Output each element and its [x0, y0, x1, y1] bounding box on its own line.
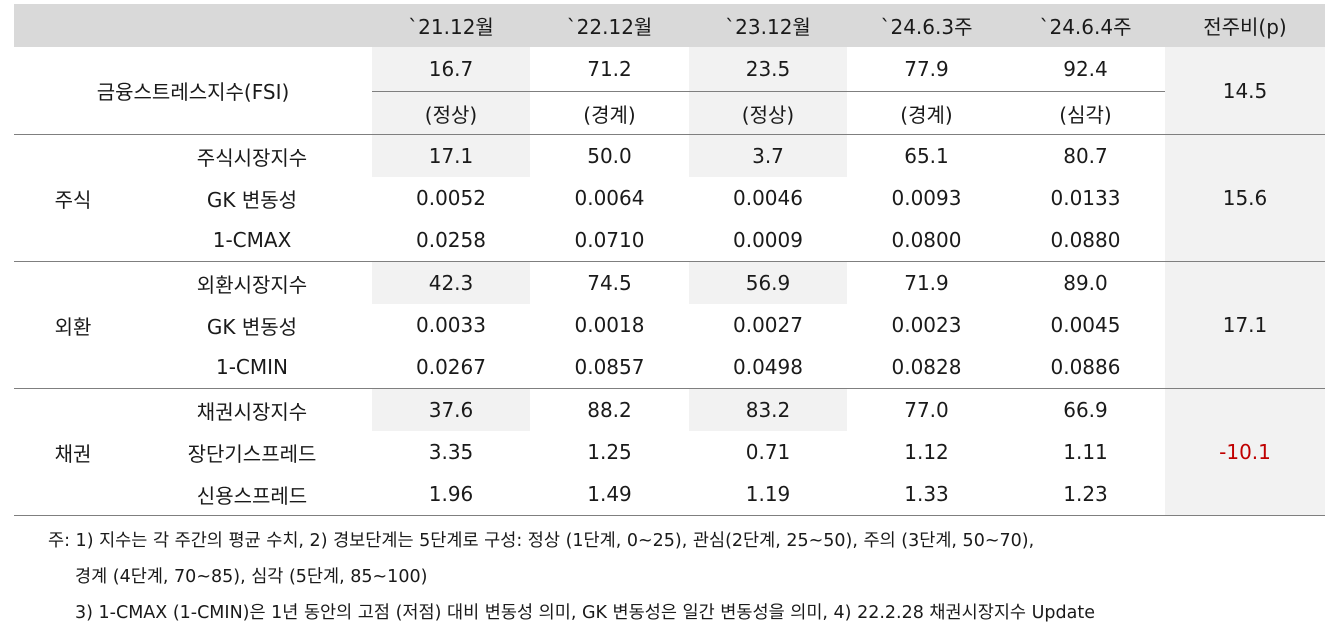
- table-cell: 0.0828: [847, 346, 1006, 389]
- stock-row-1: 주식 주식시장지수 17.1 50.0 3.7 65.1 80.7 15.6: [14, 134, 1325, 262]
- header-period: `23.12월: [689, 4, 847, 47]
- table-cell: 0.0027: [733, 313, 803, 337]
- fsi-value: 77.9: [847, 47, 1006, 92]
- table-cell: 83.2: [689, 388, 847, 431]
- table-cell: 17.1: [372, 134, 530, 177]
- stock-row-2: GK 변동성 0.0052 0.0064 0.0046 0.0093 0.013…: [14, 177, 1325, 219]
- table-cell: 42.3: [372, 261, 530, 304]
- table-cell: 1.12: [904, 440, 949, 464]
- bond-row-2: 장단기스프레드 3.35 1.25 0.71 1.12 1.11: [14, 431, 1325, 473]
- footnotes: 주: 1) 지수는 각 주간의 평균 수치, 2) 경보단계는 5단계로 구성:…: [48, 523, 1095, 631]
- fsi-label: 금융스트레스지수(FSI): [14, 47, 372, 135]
- table-cell: 1.11: [1063, 440, 1108, 464]
- row-label: GK 변동성: [206, 314, 298, 339]
- table-cell: 74.5: [587, 271, 632, 295]
- table-cell: 1.33: [847, 473, 1006, 516]
- table-cell: 1.19: [689, 473, 847, 516]
- row-label: 1-CMIN: [132, 346, 372, 389]
- table-cell: 0.0045: [1050, 313, 1121, 337]
- fsi-status: (경계): [530, 91, 689, 135]
- table-cell: 80.7: [1063, 144, 1108, 168]
- footnote-line: 주: 1) 지수는 각 주간의 평균 수치, 2) 경보단계는 5단계로 구성:…: [48, 531, 1035, 551]
- table-cell: 50.0: [587, 144, 632, 168]
- table-cell: 0.0023: [891, 313, 962, 337]
- footnote-line: 경계 (4단계, 70~85), 심각 (5단계, 85~100): [75, 567, 428, 587]
- table-cell: 56.9: [689, 261, 847, 304]
- footnote-line: 3) 1-CMAX (1-CMIN)은 1년 동안의 고점 (저점) 대비 변동…: [75, 603, 1095, 623]
- table-cell: 1.96: [372, 473, 530, 516]
- table-cell: 0.0710: [530, 219, 689, 262]
- table-cell: 0.0498: [689, 346, 847, 389]
- table-cell: 0.0258: [372, 219, 530, 262]
- row-label: 채권시장지수: [196, 399, 308, 424]
- fsi-value: 16.7: [372, 47, 530, 92]
- fsi-status: (정상): [372, 91, 530, 135]
- table-cell: 0.0064: [574, 186, 645, 210]
- header-blank: [14, 4, 372, 47]
- table-cell: 0.0880: [1006, 219, 1165, 262]
- group-label-stock: 주식: [14, 134, 132, 262]
- group-label-bond: 채권: [14, 388, 132, 516]
- table-cell: 3.7: [689, 134, 847, 177]
- table-cell: 0.0018: [574, 313, 645, 337]
- fsi-status-row: (정상) (경계) (정상) (경계) (심각): [14, 91, 1325, 135]
- group-change-fx: 17.1: [1165, 261, 1325, 389]
- table-cell: 0.71: [745, 440, 791, 464]
- fsi-status: (정상): [689, 91, 847, 135]
- fsi-change: 14.5: [1165, 47, 1325, 135]
- header-period: `21.12월: [372, 4, 530, 47]
- table-cell: 77.0: [904, 398, 949, 422]
- fx-row-3: 1-CMIN 0.0267 0.0857 0.0498 0.0828 0.088…: [14, 346, 1325, 389]
- table-cell: 88.2: [587, 398, 632, 422]
- header-period: `24.6.3주: [847, 4, 1006, 47]
- bond-row-1: 채권 채권시장지수 37.6 88.2 83.2 77.0 66.9 -10.1: [14, 388, 1325, 516]
- table-cell: 0.0133: [1050, 186, 1121, 210]
- fsi-value: 71.2: [530, 47, 689, 92]
- fsi-status: (경계): [847, 91, 1006, 135]
- table-cell: 0.0033: [416, 313, 486, 337]
- fsi-value: 92.4: [1006, 47, 1165, 92]
- header-period: `22.12월: [530, 4, 689, 47]
- header-change: 전주비(p): [1165, 4, 1325, 47]
- table-cell: 1.25: [587, 440, 632, 464]
- table-cell: 3.35: [428, 440, 474, 464]
- table-cell: 1.49: [530, 473, 689, 516]
- fx-row-1: 외환 외환시장지수 42.3 74.5 56.9 71.9 89.0 17.1: [14, 261, 1325, 389]
- table-cell: 37.6: [372, 388, 530, 431]
- row-label: 외환시장지수: [196, 272, 308, 297]
- table-cell: 66.9: [1063, 398, 1108, 422]
- table-cell: 65.1: [904, 144, 949, 168]
- bond-row-3: 신용스프레드 1.96 1.49 1.19 1.33 1.23: [14, 473, 1325, 516]
- group-change-bond: -10.1: [1165, 388, 1325, 516]
- fsi-table: `21.12월 `22.12월 `23.12월 `24.6.3주 `24.6.4…: [14, 4, 1325, 516]
- table-cell: 0.0857: [530, 346, 689, 389]
- group-change-stock: 15.6: [1165, 134, 1325, 262]
- stock-row-3: 1-CMAX 0.0258 0.0710 0.0009 0.0800 0.088…: [14, 219, 1325, 262]
- table-cell: 0.0093: [891, 186, 962, 210]
- row-label: 장단기스프레드: [187, 441, 317, 466]
- table-cell: 0.0800: [847, 219, 1006, 262]
- header-period: `24.6.4주: [1006, 4, 1165, 47]
- table-cell: 71.9: [904, 271, 949, 295]
- table-cell: 89.0: [1063, 271, 1108, 295]
- row-label: 주식시장지수: [196, 145, 308, 170]
- group-label-fx: 외환: [14, 261, 132, 389]
- table-cell: 0.0009: [689, 219, 847, 262]
- table-cell: 0.0267: [372, 346, 530, 389]
- fsi-value-row: 금융스트레스지수(FSI) 16.7 71.2 23.5 77.9 92.4 1…: [14, 47, 1325, 135]
- header-row: `21.12월 `22.12월 `23.12월 `24.6.3주 `24.6.4…: [14, 4, 1325, 47]
- table-cell: 1.23: [1006, 473, 1165, 516]
- table-cell: 0.0052: [416, 186, 486, 210]
- row-label: 1-CMAX: [132, 219, 372, 262]
- table-cell: 0.0886: [1006, 346, 1165, 389]
- table-cell: 0.0046: [733, 186, 803, 210]
- row-label: 신용스프레드: [132, 473, 372, 516]
- fsi-value: 23.5: [689, 47, 847, 92]
- fx-row-2: GK 변동성 0.0033 0.0018 0.0027 0.0023 0.004…: [14, 304, 1325, 346]
- fsi-status: (심각): [1006, 91, 1165, 135]
- row-label: GK 변동성: [206, 187, 298, 212]
